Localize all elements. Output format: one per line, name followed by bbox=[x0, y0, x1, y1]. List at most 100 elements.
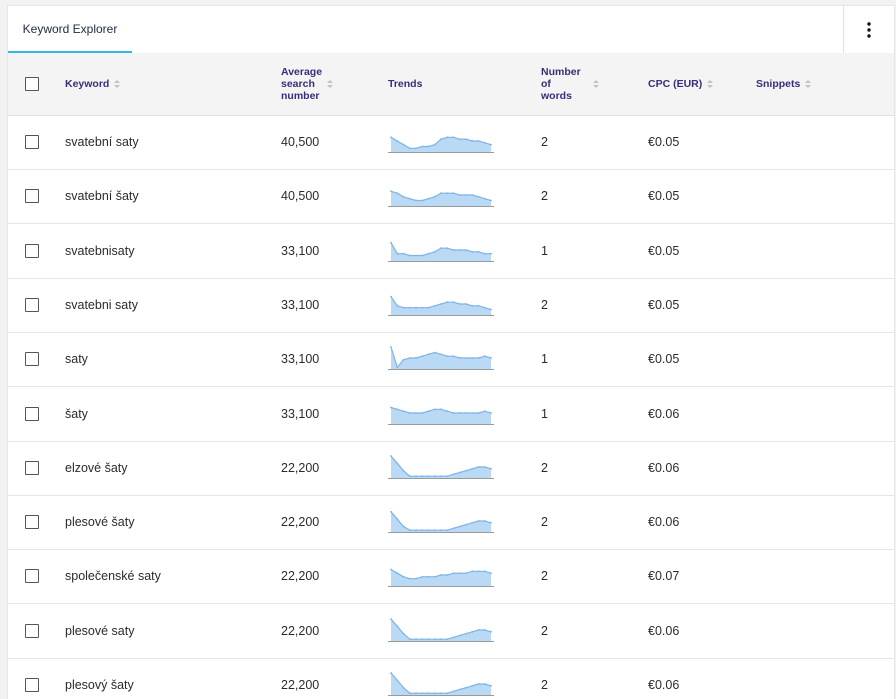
row-checkbox[interactable] bbox=[25, 678, 39, 692]
table-row[interactable]: svatebnisaty 33,100 1 €0.05 bbox=[8, 224, 894, 279]
trend-point bbox=[452, 411, 455, 414]
row-select-cell bbox=[25, 441, 39, 495]
row-select-cell bbox=[25, 387, 39, 441]
vertical-dots-icon bbox=[867, 21, 871, 38]
trend-point bbox=[477, 465, 480, 468]
average-search-cell: 33,100 bbox=[281, 243, 320, 258]
column-average-line1: Average bbox=[281, 66, 323, 78]
trend-point bbox=[465, 411, 467, 414]
trend-point bbox=[427, 692, 430, 695]
trend-point bbox=[427, 576, 430, 579]
row-checkbox[interactable] bbox=[25, 460, 39, 475]
trend-area bbox=[391, 407, 491, 424]
table-row[interactable]: svatební saty 40,500 2 €0.05 bbox=[8, 115, 894, 170]
trend-point bbox=[396, 304, 399, 307]
trend-point bbox=[390, 454, 392, 457]
trend-point bbox=[490, 521, 492, 524]
trend-point bbox=[452, 636, 455, 638]
trend-point bbox=[465, 302, 467, 305]
column-words-line2: of bbox=[541, 78, 551, 90]
trend-point bbox=[408, 198, 411, 200]
trend-point bbox=[483, 570, 486, 573]
column-snippets[interactable]: Snippets bbox=[756, 53, 812, 115]
row-checkbox[interactable] bbox=[25, 406, 39, 421]
trend-point bbox=[458, 302, 461, 305]
trend-point bbox=[396, 140, 399, 142]
trend-point bbox=[427, 409, 430, 412]
select-all-cell bbox=[25, 53, 39, 115]
word-count-cell: 2 bbox=[541, 297, 548, 312]
trend-sparkline bbox=[388, 190, 494, 208]
trend-point bbox=[440, 353, 442, 356]
trend-point bbox=[446, 301, 449, 303]
column-number-of-words[interactable]: Number of words bbox=[541, 53, 599, 115]
trend-point bbox=[446, 637, 449, 640]
table-row[interactable]: saty 33,100 1 €0.05 bbox=[8, 332, 894, 388]
column-keyword-label: Keyword bbox=[65, 78, 110, 90]
trend-point bbox=[471, 411, 474, 414]
row-checkbox[interactable] bbox=[25, 297, 39, 312]
table-row[interactable]: šaty 33,100 1 €0.06 bbox=[8, 387, 894, 442]
table-row[interactable]: plesové saty 22,200 2 €0.06 bbox=[8, 604, 894, 659]
table-row[interactable]: plesové šaty 22,200 2 €0.06 bbox=[8, 495, 894, 551]
trend-point bbox=[427, 529, 430, 532]
table-row[interactable]: svatební šaty 40,500 2 €0.05 bbox=[8, 169, 894, 225]
trend-point bbox=[465, 572, 467, 575]
trend-area bbox=[391, 618, 491, 641]
trend-point bbox=[471, 467, 474, 470]
average-search-cell: 22,200 bbox=[281, 623, 320, 638]
more-options-button[interactable] bbox=[843, 6, 894, 53]
trend-point bbox=[433, 196, 436, 198]
cpc-cell: €0.06 bbox=[648, 515, 680, 530]
average-search-cell: 22,200 bbox=[281, 460, 320, 475]
trend-point bbox=[396, 252, 399, 255]
table-row[interactable]: společenské saty 22,200 2 €0.07 bbox=[8, 549, 894, 605]
row-checkbox[interactable] bbox=[25, 243, 39, 258]
word-count-cell: 2 bbox=[541, 569, 548, 584]
trend-point bbox=[458, 688, 461, 691]
trend-point bbox=[490, 357, 492, 360]
trend-point bbox=[415, 637, 417, 640]
trend-point bbox=[490, 199, 492, 202]
table-row[interactable]: plesový šaty 22,200 2 €0.06 bbox=[8, 658, 894, 699]
row-checkbox[interactable] bbox=[25, 135, 39, 149]
column-cpc[interactable]: CPC (EUR) bbox=[648, 53, 714, 115]
trend-point bbox=[458, 634, 461, 637]
trend-point bbox=[440, 692, 442, 695]
row-checkbox[interactable] bbox=[25, 189, 39, 204]
word-count-cell: 2 bbox=[541, 189, 548, 204]
trend-point bbox=[452, 473, 455, 475]
trend-point bbox=[446, 529, 449, 532]
column-cpc-label: CPC (EUR) bbox=[648, 78, 703, 90]
trend-point bbox=[415, 199, 417, 202]
trend-point bbox=[408, 357, 411, 360]
column-average-search-number[interactable]: Average search number bbox=[281, 53, 334, 115]
trend-point bbox=[477, 250, 480, 253]
tab-keyword-explorer[interactable]: Keyword Explorer bbox=[8, 6, 132, 53]
trend-point bbox=[390, 346, 392, 349]
row-checkbox[interactable] bbox=[25, 623, 39, 638]
trend-point bbox=[477, 304, 480, 307]
trend-point bbox=[471, 304, 474, 307]
trend-point bbox=[483, 409, 486, 412]
trend-point bbox=[421, 199, 424, 202]
sort-icon bbox=[327, 80, 334, 88]
trend-point bbox=[471, 684, 474, 687]
trend-point bbox=[415, 147, 417, 150]
trend-point bbox=[408, 637, 411, 640]
trend-point bbox=[396, 679, 399, 682]
row-checkbox[interactable] bbox=[25, 515, 39, 530]
keyword-explorer-panel: Keyword Explorer Keyword Average search … bbox=[8, 6, 894, 699]
select-all-checkbox[interactable] bbox=[25, 77, 39, 91]
table-row[interactable]: elzové šaty 22,200 2 €0.06 bbox=[8, 441, 894, 496]
trend-point bbox=[415, 411, 417, 414]
trend-sparkline bbox=[388, 346, 494, 371]
row-checkbox[interactable] bbox=[25, 352, 39, 367]
row-checkbox[interactable] bbox=[25, 569, 39, 584]
trend-point bbox=[452, 192, 455, 195]
table-row[interactable]: svatebni saty 33,100 2 €0.05 bbox=[8, 278, 894, 333]
column-keyword[interactable]: Keyword bbox=[65, 53, 121, 115]
trend-point bbox=[440, 574, 442, 577]
keyword-cell: plesový šaty bbox=[65, 678, 134, 692]
trend-sparkline bbox=[388, 406, 494, 425]
